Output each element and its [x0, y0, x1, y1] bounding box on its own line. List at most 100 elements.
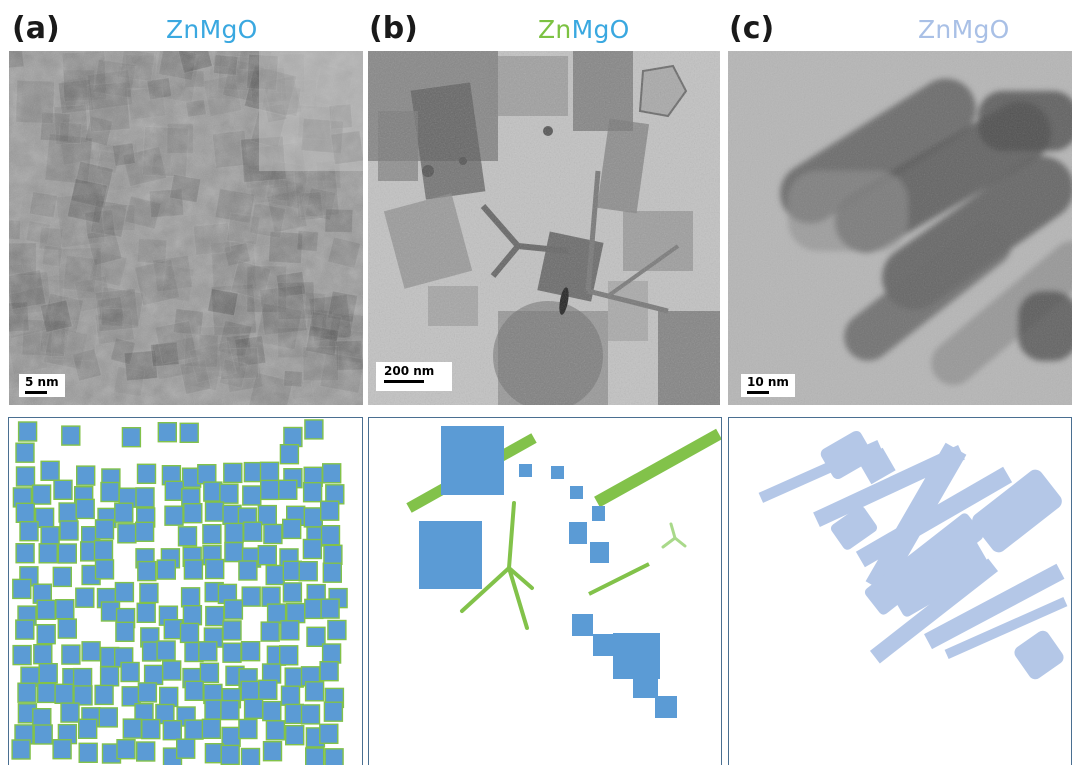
- znmgo-particle: [1014, 630, 1064, 680]
- znmgo-cube: [158, 686, 179, 708]
- znmgo-cube: [238, 560, 258, 581]
- znmgo-cube: [36, 599, 56, 621]
- znmgo-cube: [284, 703, 304, 725]
- znmgo-cube: [99, 666, 120, 687]
- znmgo-cube: [184, 680, 204, 701]
- znmgo-cube: [306, 626, 326, 648]
- znmgo-cube: [322, 463, 342, 484]
- znmgo-cube: [279, 444, 300, 465]
- znmgo-cube: [100, 481, 120, 503]
- znmgo-cube: [75, 465, 96, 486]
- znmgo-cube: [243, 461, 264, 483]
- znmgo-cube: [283, 426, 303, 448]
- znmgo-cube: [258, 679, 278, 700]
- znmgo-cube: [72, 667, 93, 689]
- znmgo-cube: [263, 523, 283, 545]
- znmgo-cube: [55, 598, 75, 620]
- znmgo-cube: [261, 586, 281, 607]
- znmgo-cube: [323, 701, 344, 722]
- zn-rod: [588, 562, 650, 596]
- znmgo-cube: [322, 562, 342, 583]
- znmgo-cube: [19, 520, 39, 542]
- znmgo-cube: [298, 560, 318, 582]
- znmgo-cube: [33, 724, 53, 745]
- znmgo-cube: [199, 662, 220, 684]
- panel-b-title-mgo: MgO: [571, 15, 630, 44]
- mgo-platelet: [592, 506, 605, 521]
- znmgo-cube: [220, 744, 240, 765]
- znmgo-cube: [320, 598, 340, 619]
- znmgo-cube: [135, 741, 156, 762]
- znmgo-cube: [143, 664, 164, 686]
- znmgo-cube: [224, 522, 244, 544]
- znmgo-cube: [141, 718, 161, 740]
- znmgo-cube: [54, 683, 74, 704]
- mgo-platelet: [569, 522, 587, 544]
- znmgo-particle: [972, 469, 1062, 553]
- znmgo-cube: [224, 541, 244, 563]
- znmgo-cube: [61, 425, 81, 446]
- znmgo-cube: [257, 544, 278, 566]
- znmgo-cube: [180, 587, 201, 608]
- znmgo-cube: [259, 461, 280, 482]
- schematic-b: [368, 417, 722, 765]
- znmgo-cube: [327, 619, 347, 641]
- znmgo-cube: [52, 566, 72, 588]
- schematic-a: [8, 417, 363, 765]
- znmgo-cube: [262, 700, 282, 722]
- schematic-b-canvas: [406, 426, 721, 718]
- znmgo-cube: [265, 564, 285, 586]
- zn-rod: [594, 428, 721, 508]
- znmgo-cube: [241, 586, 261, 607]
- znmgo-cube: [61, 644, 81, 665]
- znmgo-cube: [319, 723, 339, 744]
- znmgo-cube: [280, 685, 301, 706]
- znmgo-cube: [260, 621, 280, 642]
- znmgo-cube: [284, 667, 304, 688]
- znmgo-cube: [182, 604, 203, 626]
- znmgo-cube: [156, 640, 176, 661]
- zn-tetrapod: [460, 501, 534, 630]
- znmgo-cube: [223, 462, 243, 484]
- znmgo-particle: [820, 430, 874, 480]
- tem-image-b: [368, 51, 720, 405]
- znmgo-cube: [57, 618, 77, 639]
- znmgo-cube: [94, 559, 115, 580]
- znmgo-cube: [259, 479, 280, 501]
- znmgo-cube: [242, 485, 262, 506]
- znmgo-cube: [15, 502, 36, 524]
- znmgo-cube: [15, 619, 35, 640]
- znmgo-rod: [869, 558, 999, 664]
- znmgo-cube: [81, 641, 101, 662]
- znmgo-cube: [136, 463, 157, 484]
- znmgo-cube: [243, 698, 264, 719]
- znmgo-cube: [139, 582, 159, 604]
- znmgo-cube: [75, 587, 95, 608]
- znmgo-cube: [286, 602, 306, 624]
- znmgo-cube: [177, 526, 198, 547]
- znmgo-cube: [15, 466, 36, 487]
- znmgo-cube: [93, 539, 114, 561]
- scale-bar-b-label: 200 nm: [384, 364, 435, 378]
- znmgo-cube: [164, 505, 184, 526]
- znmgo-cube: [120, 661, 140, 683]
- tem-image-c: [728, 51, 1072, 405]
- znmgo-cube: [11, 739, 31, 760]
- znmgo-cube: [240, 747, 261, 765]
- znmgo-cube: [282, 518, 302, 540]
- znmgo-cube: [203, 481, 223, 502]
- znmgo-cube: [164, 480, 185, 501]
- scale-bar-b: 200 nm: [376, 362, 453, 391]
- znmgo-cube: [285, 725, 305, 746]
- znmgo-cube: [205, 605, 225, 627]
- znmgo-cube: [198, 641, 218, 662]
- znmgo-cube: [53, 479, 73, 500]
- znmgo-cube: [163, 618, 184, 640]
- panel-b-title-zn: Zn: [538, 15, 572, 44]
- znmgo-cube: [220, 699, 240, 721]
- znmgo-cube: [52, 739, 72, 760]
- znmgo-particle: [888, 537, 990, 617]
- znmgo-cube: [222, 620, 242, 641]
- znmgo-particle: [830, 506, 878, 550]
